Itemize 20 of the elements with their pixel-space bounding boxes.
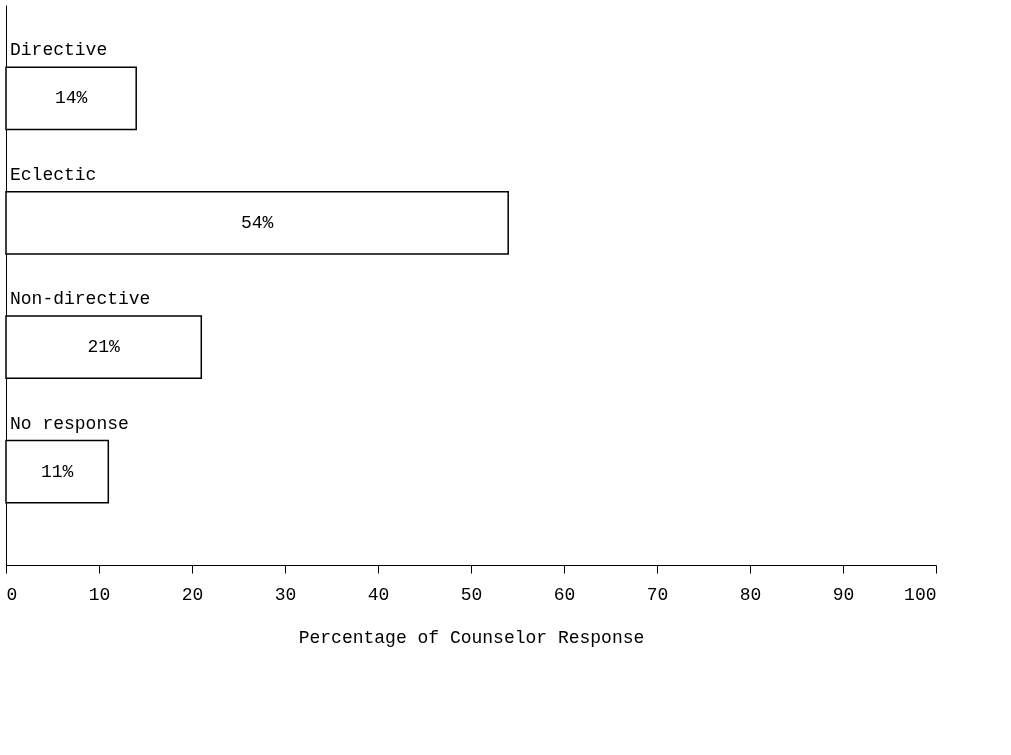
x-tick-label: 60 xyxy=(553,584,576,605)
x-tick-label: 10 xyxy=(88,584,111,605)
data-label: 11% xyxy=(40,461,74,482)
data-label: 14% xyxy=(54,88,88,109)
y-tick-label: Directive xyxy=(10,40,108,61)
x-tick-label: 0 xyxy=(6,584,18,605)
x-axis-title: Percentage of Counselor Response xyxy=(298,627,645,648)
x-tick-label: 80 xyxy=(739,584,762,605)
x-tick-label: 40 xyxy=(367,584,390,605)
data-label: 21% xyxy=(87,337,121,358)
x-tick-label: 20 xyxy=(181,584,204,605)
data-label: 54% xyxy=(240,212,274,233)
x-tick-label: 90 xyxy=(832,584,855,605)
x-tick-label: 50 xyxy=(460,584,483,605)
y-tick-label: Non-directive xyxy=(10,289,151,310)
x-tick-label: 30 xyxy=(274,584,297,605)
y-tick-label: Eclectic xyxy=(10,164,97,185)
x-tick-label: 100 xyxy=(904,584,937,605)
x-tick-label: 70 xyxy=(646,584,669,605)
y-tick-label: No response xyxy=(10,413,129,434)
